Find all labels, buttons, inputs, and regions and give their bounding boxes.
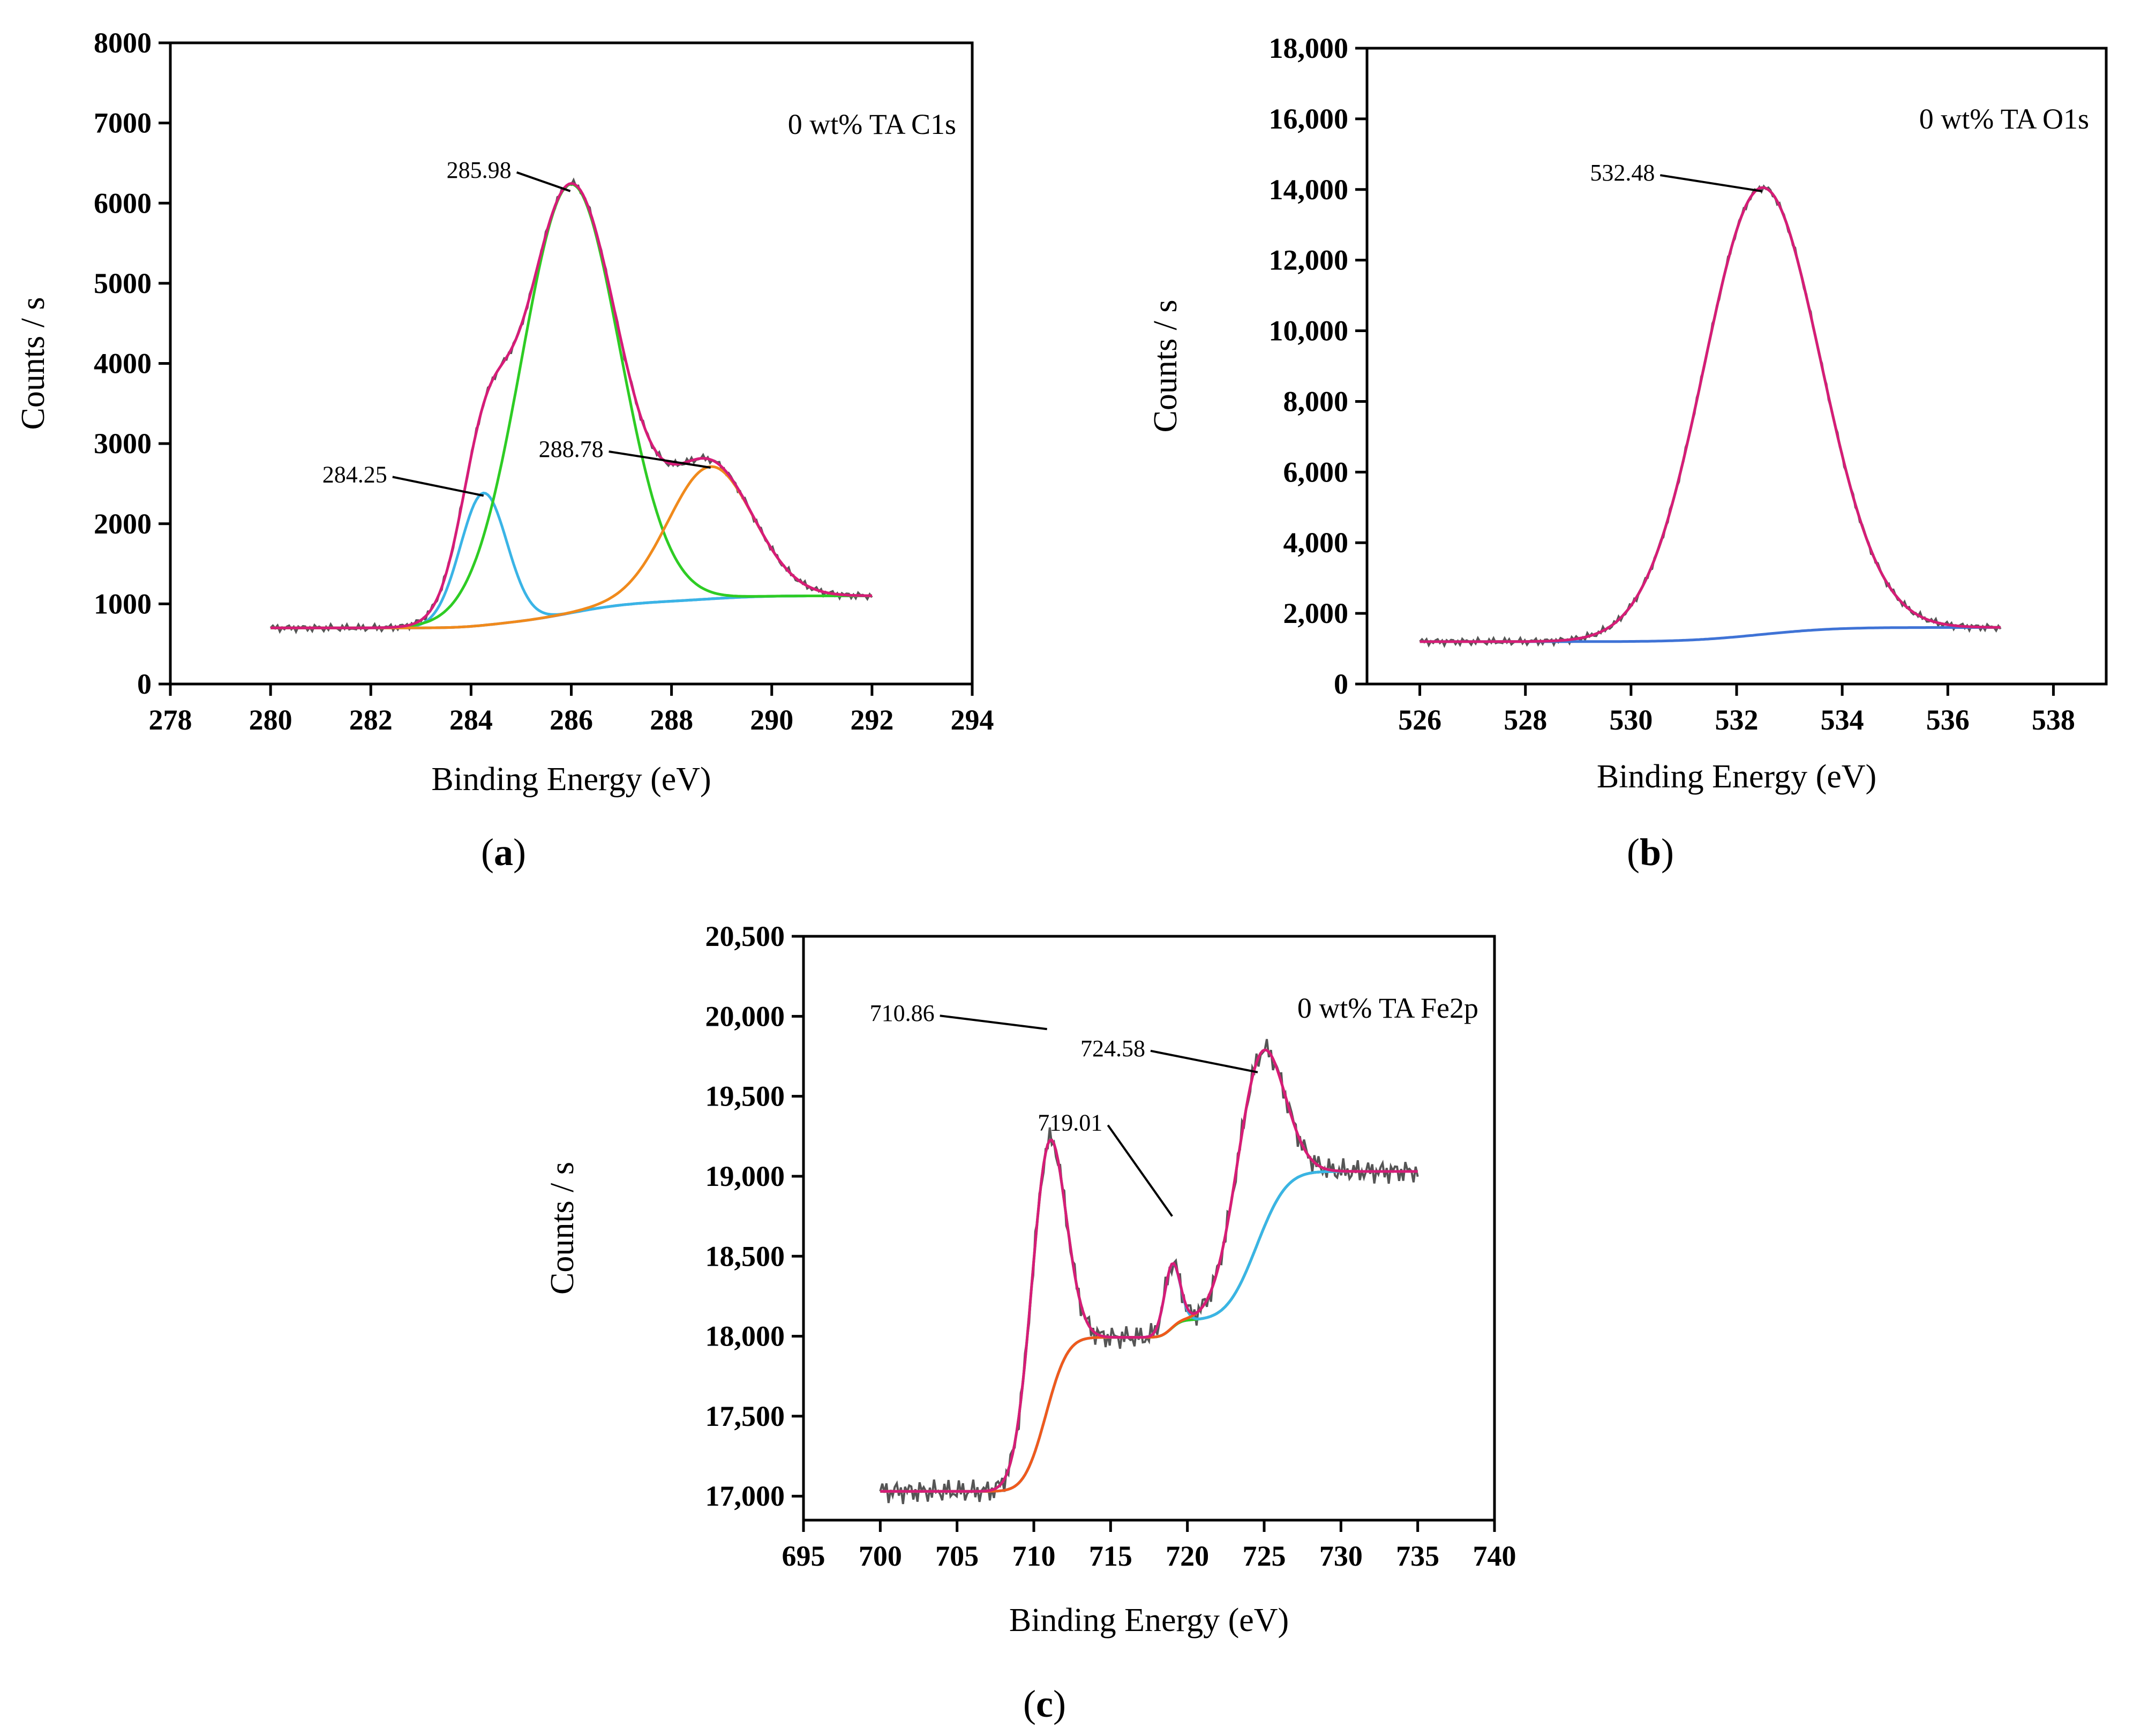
annotation-leader [1107, 1124, 1173, 1217]
plot-frame [802, 935, 1496, 1522]
annotation-leader [1660, 174, 1762, 193]
x-tick-label: 284 [449, 704, 493, 736]
x-axis-title: Binding Energy (eV) [1597, 758, 1876, 795]
peak-annotation-label: 719.01 [1038, 1110, 1102, 1136]
x-tick-label: 282 [349, 704, 393, 736]
y-tick-label: 20,500 [705, 920, 785, 952]
y-tick-label: 10,000 [1269, 315, 1349, 347]
peak-annotation-label: 285.98 [447, 157, 512, 183]
y-tick-label: 6000 [94, 187, 152, 219]
y-tick-label: 8,000 [1283, 385, 1349, 417]
x-tick-label: 705 [935, 1540, 979, 1572]
y-tick-label: 2,000 [1283, 597, 1349, 629]
y-tick-label: 8000 [94, 27, 152, 59]
x-tick-label: 528 [1504, 704, 1547, 736]
annotation-leader [609, 450, 711, 469]
annotation-leader [392, 476, 484, 497]
y-tick-label: 12,000 [1269, 244, 1349, 276]
chart-panel-b: 526 528 530 532 534 536 538 0 2,000 4,000 6,000 8,0… [1147, 32, 2108, 874]
y-tick-label: 18,000 [1269, 32, 1349, 64]
y-tick-label: 2000 [94, 508, 152, 540]
chart-panel-a: 278 280 282 284 286 288 290 292 294 0 1000 2000 3000… [15, 27, 994, 874]
peak-annotation-label: 532.48 [1590, 160, 1655, 186]
x-tick-label: 288 [650, 704, 693, 736]
y-tick-label: 18,000 [705, 1320, 785, 1352]
chart-title: 0 wt% TA C1s [788, 108, 956, 140]
y-tick-label: 16,000 [1269, 103, 1349, 135]
y-tick-label: 14,000 [1269, 174, 1349, 206]
x-axis-title: Binding Energy (eV) [431, 761, 711, 798]
annotation-leader [1150, 1049, 1258, 1073]
x-tick-label: 730 [1319, 1540, 1363, 1572]
x-tick-label: 536 [1926, 704, 1970, 736]
y-tick-label: 20,000 [705, 1000, 785, 1032]
x-tick-label: 695 [782, 1540, 825, 1572]
envelope-line [271, 182, 872, 629]
x-tick-label: 715 [1089, 1540, 1132, 1572]
y-axis-title: Counts / s [544, 1162, 581, 1295]
peak-annotation-label: 288.78 [539, 436, 604, 462]
x-tick-label: 532 [1715, 704, 1759, 736]
x-tick-label: 725 [1243, 1540, 1286, 1572]
y-tick-label: 4000 [94, 348, 152, 380]
y-tick-label: 6,000 [1283, 456, 1349, 488]
y-tick-label: 0 [1334, 668, 1348, 700]
x-tick-label: 280 [249, 704, 292, 736]
x-tick-label: 286 [550, 704, 593, 736]
annotation-leader [940, 1014, 1047, 1031]
x-tick-label: 700 [859, 1540, 902, 1572]
x-axis-title: Binding Energy (eV) [1009, 1602, 1289, 1639]
y-tick-label: 18,500 [705, 1240, 785, 1272]
panel-label: (b) [1627, 831, 1674, 874]
x-tick-label: 735 [1396, 1540, 1439, 1572]
x-tick-label: 740 [1473, 1540, 1516, 1572]
x-tick-label: 292 [850, 704, 893, 736]
panel-label: (a) [481, 831, 526, 874]
chart-panel-c: 695 700 705 710 715 720 725 730 735 740 17,000 17,5… [544, 920, 1516, 1725]
envelope-line [880, 1048, 1418, 1493]
peak-annotation-label: 710.86 [870, 1000, 935, 1026]
y-axis-title: Counts / s [1147, 299, 1184, 432]
peak-annotation-label: 284.25 [322, 461, 387, 487]
y-tick-label: 17,000 [705, 1480, 785, 1512]
y-tick-label: 4,000 [1283, 527, 1349, 559]
y-axis-title: Counts / s [15, 297, 51, 430]
chart-title: 0 wt% TA Fe2p [1297, 992, 1478, 1024]
x-tick-label: 720 [1166, 1540, 1209, 1572]
x-tick-label: 290 [750, 704, 793, 736]
y-tick-label: 19,500 [705, 1080, 785, 1113]
y-tick-label: 17,500 [705, 1400, 785, 1432]
x-tick-label: 278 [149, 704, 192, 736]
y-tick-label: 1000 [94, 588, 152, 620]
y-tick-label: 5000 [94, 267, 152, 299]
y-tick-label: 0 [137, 668, 152, 700]
x-tick-label: 294 [951, 704, 994, 736]
x-tick-label: 710 [1012, 1540, 1056, 1572]
peak-annotation-label: 724.58 [1080, 1035, 1145, 1062]
panel-label: (c) [1023, 1682, 1066, 1725]
envelope-line [1420, 186, 2001, 643]
x-tick-label: 538 [2032, 704, 2075, 736]
annotation-leader [516, 171, 571, 192]
y-tick-label: 7000 [94, 107, 152, 139]
y-tick-label: 3000 [94, 427, 152, 460]
chart-title: 0 wt% TA O1s [1919, 103, 2089, 135]
x-tick-label: 530 [1609, 704, 1653, 736]
x-tick-label: 534 [1821, 704, 1864, 736]
y-tick-label: 19,000 [705, 1160, 785, 1192]
x-tick-label: 526 [1398, 704, 1441, 736]
